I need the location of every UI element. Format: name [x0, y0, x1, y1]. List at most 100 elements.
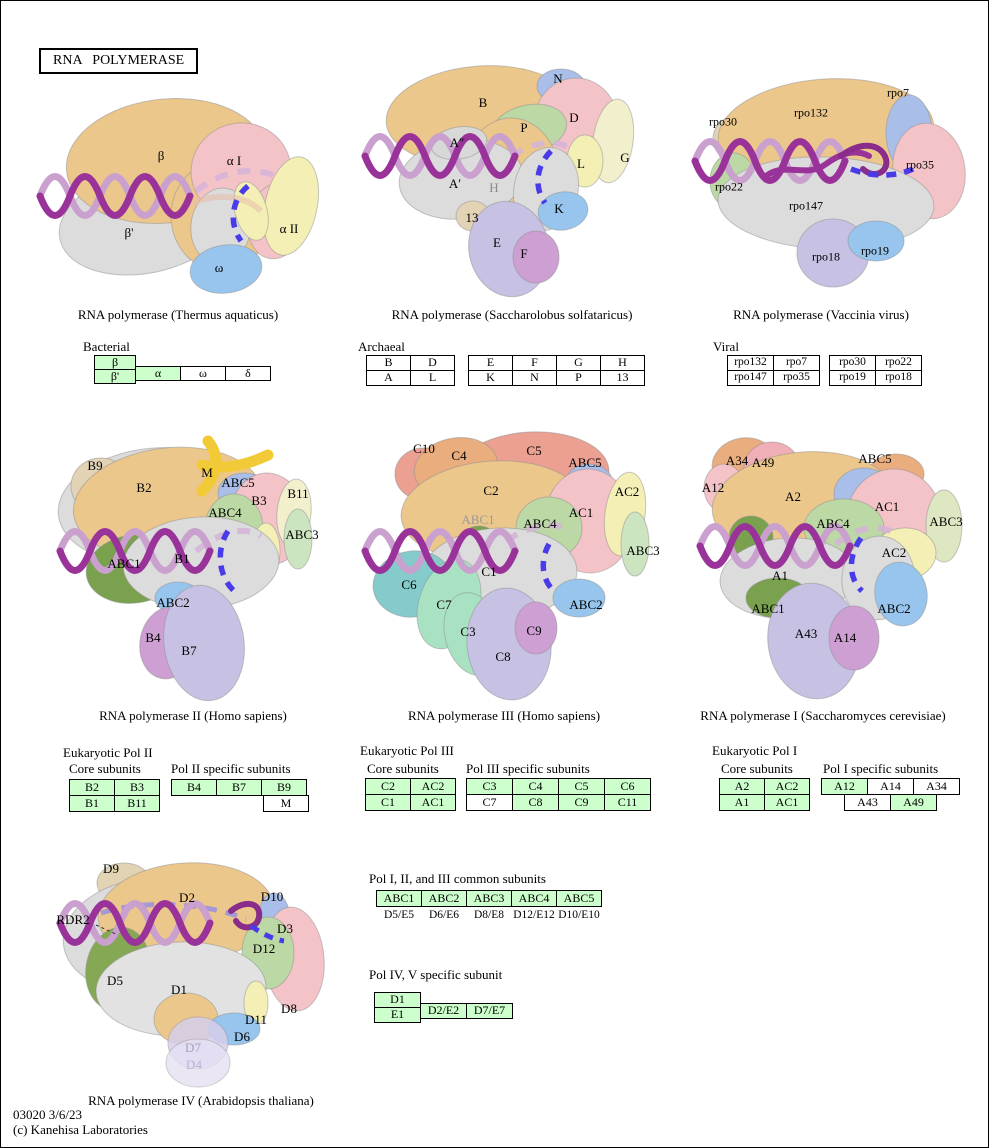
subunit-label: ABC3: [929, 514, 963, 529]
viral-table-2: rpo30 rpo22 rpo19 rpo18: [829, 355, 922, 386]
subunit-label: G: [620, 150, 630, 165]
subunit-label: D4: [186, 1057, 202, 1072]
subunit-label: rpo18: [812, 249, 840, 264]
subunit-cell: rpo132: [727, 355, 774, 371]
caption-pol2: RNA polymerase II (Homo sapiens): [99, 708, 287, 723]
subunit-cell: L: [410, 370, 455, 386]
subunit-cell[interactable]: ABC1: [376, 890, 422, 907]
subunit-cell[interactable]: ABC4: [511, 890, 557, 907]
subunit-label: AC1: [568, 505, 594, 520]
subunit-cell[interactable]: B4: [171, 779, 217, 796]
subunit-cell[interactable]: B7: [216, 779, 262, 796]
subunit-cell[interactable]: E1: [374, 1007, 421, 1023]
subunit-cell[interactable]: B1: [69, 795, 115, 812]
subunit-cell[interactable]: A12: [821, 778, 868, 795]
heading-pol45: Pol IV, V specific subunit: [369, 967, 503, 982]
heading-euk-pol1: Eukaryotic Pol I: [712, 743, 798, 758]
subunit-cell[interactable]: A49: [890, 794, 937, 811]
subunit-m-squiggle-arm: [196, 449, 274, 473]
subunit-cell[interactable]: C2: [365, 778, 411, 795]
subunit-cell[interactable]: C6: [604, 778, 651, 795]
dna-strand-continuation: [763, 149, 872, 179]
subunit-cell[interactable]: C5: [558, 778, 605, 795]
subunit-cell: rpo22: [875, 355, 922, 371]
viral-rnap-illustration: [691, 78, 966, 288]
subunit-label: B: [478, 95, 488, 110]
subunit-label: ABC5: [221, 475, 255, 490]
subunit-cell[interactable]: α: [135, 366, 181, 381]
heading-spec1: Pol I specific subunits: [823, 761, 939, 776]
subunit-cell[interactable]: C8: [512, 794, 559, 811]
copyright: (c) Kanehisa Laboratories: [13, 1122, 148, 1137]
subunit-label: ABC5: [568, 455, 602, 470]
subunit-cell[interactable]: B3: [114, 779, 160, 796]
structure-pol1: A34 A49 A12 A2 ABC5 AC1 ABC3 ABC4 AC2 A1 ABC1 ABC2 A…: [696, 426, 986, 721]
pol3-illustration: [361, 431, 650, 701]
subunit-cell[interactable]: AC2: [764, 778, 810, 795]
subunit-cell[interactable]: AC1: [764, 794, 810, 811]
subunit-cell[interactable]: C4: [512, 778, 559, 795]
subunit-cell: M: [263, 795, 309, 812]
pol1-labels: A34 A49 A12 A2 ABC5 AC1 ABC3 ABC4 AC2 A1 ABC1 ABC2 A…: [696, 426, 986, 721]
dna-template-dashed: [504, 522, 573, 544]
subunit-cell[interactable]: β: [94, 355, 136, 370]
subunit-label: A43: [794, 626, 818, 641]
rdr2-pointer-line: [95, 924, 119, 936]
heading-core1: Core subunits: [721, 761, 793, 776]
subunit-label: ABC1: [751, 601, 785, 616]
subunit-cell: rpo147: [727, 370, 774, 386]
subunit-cell[interactable]: D2/E2: [420, 1003, 467, 1019]
subunit-cell[interactable]: D7/E7: [466, 1003, 513, 1019]
archaeal-table-2: E F G H K N P 13: [468, 355, 645, 386]
caption-saccharolobus: RNA polymerase (Saccharolobus solfataric…: [391, 307, 633, 322]
common-subunits-alt-names: D5/E5 D6/E6 D8/E8 D12/E12 D10/E10: [376, 908, 602, 923]
subunit-label: AC1: [874, 499, 900, 514]
subunit-cell[interactable]: β': [94, 369, 136, 384]
subunit-label: L: [577, 156, 585, 171]
subunit-cell[interactable]: B9: [261, 779, 307, 796]
subunit-cell[interactable]: C3: [466, 778, 513, 795]
pol2-core-table: B2 B3 B1 B11: [69, 779, 160, 812]
pol1-specific-row2: A43 A49: [844, 794, 937, 811]
subunit-cell: A43: [844, 794, 891, 811]
subunit-cell[interactable]: ABC3: [466, 890, 512, 907]
subunit-cell[interactable]: C9: [558, 794, 605, 811]
dna-curl: [228, 900, 263, 931]
subunit-cell[interactable]: ABC5: [556, 890, 602, 907]
subunit-cell[interactable]: D1: [374, 992, 421, 1008]
subunit-label: rpo147: [789, 198, 823, 213]
subunit-label: D5: [107, 973, 123, 988]
dna-template-dashed: [509, 139, 573, 159]
subunit-cell[interactable]: B2: [69, 779, 115, 796]
subunit-label: A1: [772, 568, 788, 583]
subunit-label: H: [489, 180, 499, 195]
subunit-label: A34: [725, 453, 749, 468]
archaeal-rnap-labels: B N D P A″ A′ H L G K 13 E F: [361, 61, 661, 311]
alt-subunit-label: D8/E8: [473, 909, 505, 921]
subunit-cell[interactable]: C1: [365, 794, 411, 811]
structure-viral-rnap: rpo30 rpo132 rpo7 rpo35 rpo22 rpo147 rpo18 rpo1…: [691, 61, 986, 311]
subunit-label: rpo19: [861, 243, 889, 258]
subunit-label: A49: [751, 455, 775, 470]
subunit-cell[interactable]: C11: [604, 794, 651, 811]
subunit-cell: C7: [466, 794, 513, 811]
subunit-label: RDR2: [56, 912, 90, 927]
subunit-label: β': [124, 225, 134, 240]
subunit-cell[interactable]: B11: [114, 795, 160, 812]
subunit-cell[interactable]: ABC2: [421, 890, 467, 907]
bacterial-table-main: β β': [94, 355, 136, 384]
subunit-cell[interactable]: AC1: [410, 794, 456, 811]
subunit-label: A14: [833, 630, 857, 645]
subunit-label: 13: [465, 210, 479, 225]
heading-core3: Core subunits: [367, 761, 439, 776]
subunit-cell[interactable]: AC2: [410, 778, 456, 795]
subunit-cell[interactable]: A1: [719, 794, 765, 811]
subunit-cell: A14: [867, 778, 914, 795]
map-number: 03020 3/6/23: [13, 1107, 82, 1122]
subunit-cell[interactable]: A2: [719, 778, 765, 795]
subunit-label: D6: [234, 1029, 250, 1044]
rna-strand-dashed: [540, 542, 554, 590]
subunit-label: K: [554, 201, 564, 216]
